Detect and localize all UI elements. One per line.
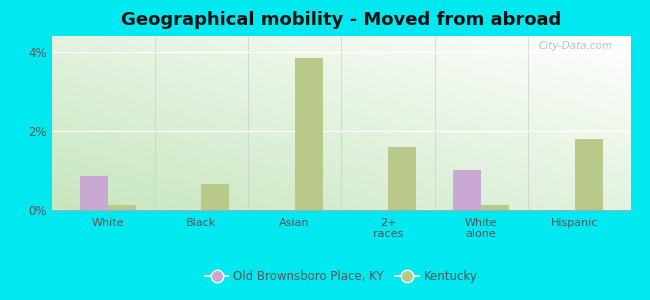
Text: City-Data.com: City-Data.com <box>539 41 613 51</box>
Legend: Old Brownsboro Place, KY, Kentucky: Old Brownsboro Place, KY, Kentucky <box>200 265 482 288</box>
Title: Geographical mobility - Moved from abroad: Geographical mobility - Moved from abroa… <box>121 11 562 29</box>
Bar <box>108 205 136 210</box>
Bar <box>202 184 229 210</box>
Bar <box>481 205 509 210</box>
Bar <box>388 147 416 210</box>
Bar <box>575 139 603 210</box>
Bar <box>80 176 108 210</box>
Bar <box>453 170 481 210</box>
Bar <box>294 58 322 210</box>
